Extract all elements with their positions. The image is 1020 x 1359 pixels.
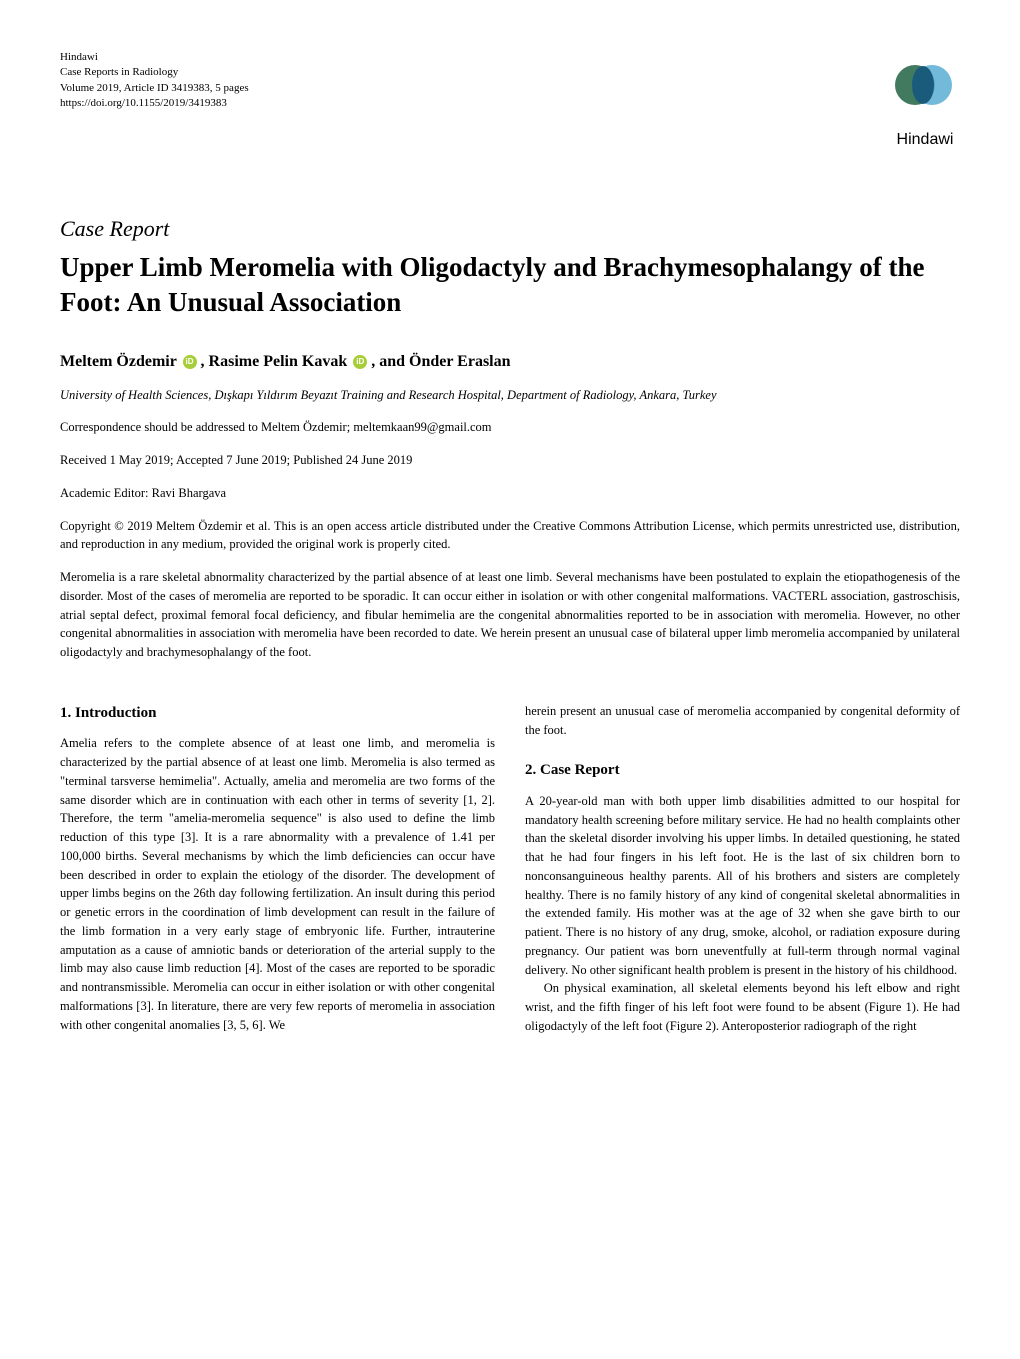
section-heading-case-report: 2. Case Report <box>525 759 960 782</box>
author-name: Meltem Özdemir <box>60 353 177 370</box>
hindawi-logo: Hindawi <box>890 50 960 152</box>
article-dates: Received 1 May 2019; Accepted 7 June 201… <box>60 451 960 470</box>
correspondence: Correspondence should be addressed to Me… <box>60 418 960 437</box>
academic-editor: Academic Editor: Ravi Bhargava <box>60 484 960 503</box>
introduction-text: Amelia refers to the complete absence of… <box>60 734 495 1034</box>
case-report-text-1: A 20-year-old man with both upper limb d… <box>525 792 960 980</box>
doi-link[interactable]: https://doi.org/10.1155/2019/3419383 <box>60 96 249 111</box>
abstract-text: Meromelia is a rare skeletal abnormality… <box>60 568 960 662</box>
authors-list: Meltem Özdemir , Rasime Pelin Kavak , an… <box>60 350 960 374</box>
hindawi-logo-icon <box>890 50 960 120</box>
affiliation: University of Health Sciences, Dışkapı Y… <box>60 386 960 405</box>
article-title: Upper Limb Meromelia with Oligodactyly a… <box>60 250 960 320</box>
orcid-icon[interactable] <box>183 355 197 369</box>
journal-name: Case Reports in Radiology <box>60 65 249 80</box>
main-content: 1. Introduction Amelia refers to the com… <box>60 702 960 1036</box>
author-name: Önder Eraslan <box>409 353 511 370</box>
section-heading-introduction: 1. Introduction <box>60 702 495 725</box>
article-type: Case Report <box>60 212 960 245</box>
volume-info: Volume 2019, Article ID 3419383, 5 pages <box>60 81 249 96</box>
author-separator: , and <box>371 353 409 370</box>
hindawi-logo-text: Hindawi <box>890 128 960 152</box>
right-column: herein present an unusual case of merome… <box>525 702 960 1036</box>
case-report-text-2: On physical examination, all skeletal el… <box>525 979 960 1035</box>
orcid-icon[interactable] <box>353 355 367 369</box>
publisher-name: Hindawi <box>60 50 249 65</box>
introduction-continuation: herein present an unusual case of merome… <box>525 702 960 740</box>
copyright-notice: Copyright © 2019 Meltem Özdemir et al. T… <box>60 517 960 555</box>
publisher-info: Hindawi Case Reports in Radiology Volume… <box>60 50 249 112</box>
author-separator: , <box>201 353 209 370</box>
left-column: 1. Introduction Amelia refers to the com… <box>60 702 495 1036</box>
author-name: Rasime Pelin Kavak <box>209 353 348 370</box>
